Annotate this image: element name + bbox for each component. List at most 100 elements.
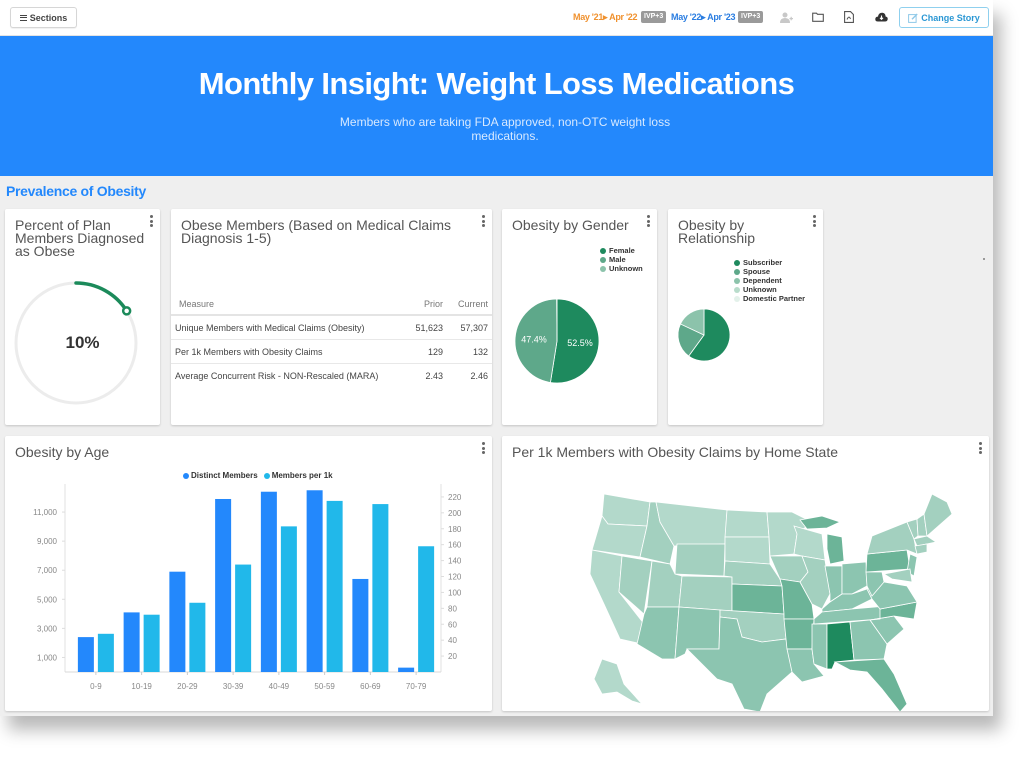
legend-label: Unknown xyxy=(609,264,643,273)
state-mi-up[interactable] xyxy=(799,515,842,530)
card-title: Percent of Plan Members Diagnosed as Obe… xyxy=(15,217,145,259)
legend-swatch xyxy=(734,259,740,266)
bar-members-per-1k[interactable] xyxy=(189,602,206,672)
prior-period-label[interactable]: May '21▸ Apr '22 xyxy=(573,12,638,22)
bar-members-per-1k[interactable] xyxy=(143,614,160,672)
legend-label: Members per 1k xyxy=(271,471,333,480)
bar-members-per-1k[interactable] xyxy=(280,526,297,672)
cloud-download-icon[interactable] xyxy=(874,10,888,24)
legend-item[interactable]: Unknown xyxy=(600,264,643,273)
x-tick-label: 70-79 xyxy=(406,682,427,691)
state-me[interactable] xyxy=(923,493,953,537)
state-nd[interactable] xyxy=(724,509,770,538)
state-az[interactable] xyxy=(636,606,680,660)
state-md[interactable] xyxy=(882,568,913,583)
table-row: Average Concurrent Risk - NON-Rescaled (… xyxy=(171,364,492,388)
bar-distinct-members[interactable] xyxy=(215,498,232,672)
change-story-button[interactable]: Change Story xyxy=(899,7,989,28)
bar-distinct-members[interactable] xyxy=(77,637,94,672)
card-title: Obesity by Relationship xyxy=(678,217,756,246)
bar-members-per-1k[interactable] xyxy=(326,500,343,672)
bar-distinct-members[interactable] xyxy=(169,571,186,672)
pdf-icon[interactable] xyxy=(842,10,856,24)
bar-members-per-1k[interactable] xyxy=(97,633,114,672)
more-options-icon[interactable] xyxy=(482,442,486,454)
x-tick-label: 20-29 xyxy=(177,682,198,691)
state-wy[interactable] xyxy=(674,543,726,577)
column-header-current[interactable]: Current xyxy=(457,299,488,309)
bar-distinct-members[interactable] xyxy=(123,612,140,672)
legend-item[interactable]: Male xyxy=(600,255,643,264)
pie-slice-female[interactable] xyxy=(549,298,600,384)
state-ga[interactable] xyxy=(849,619,888,661)
more-options-icon[interactable] xyxy=(482,215,486,227)
current-period-label[interactable]: May '22▸ Apr '23 xyxy=(671,12,736,22)
bar-members-per-1k[interactable] xyxy=(235,564,252,672)
state-ne[interactable] xyxy=(723,560,783,587)
more-options-icon[interactable] xyxy=(647,215,651,227)
bar-members-per-1k[interactable] xyxy=(418,546,435,672)
cell-current: 132 xyxy=(472,346,488,357)
state-mi[interactable] xyxy=(826,533,845,565)
state-sd[interactable] xyxy=(724,536,771,565)
x-tick-label: 30-39 xyxy=(223,682,244,691)
bar-distinct-members[interactable] xyxy=(398,667,415,672)
add-user-icon[interactable] xyxy=(779,10,793,24)
change-story-label: Change Story xyxy=(921,12,980,23)
legend-item[interactable]: Spouse xyxy=(734,267,805,276)
y-left-tick-label: 1,000 xyxy=(37,653,58,662)
bar-members-per-1k[interactable] xyxy=(372,504,389,672)
legend-item[interactable]: Domestic Partner xyxy=(734,294,805,303)
legend-item[interactable]: Members per 1k xyxy=(263,471,333,480)
legend-swatch xyxy=(734,277,740,284)
gender-legend: Female Male Unknown xyxy=(600,246,643,273)
legend-item[interactable]: Unknown xyxy=(734,285,805,294)
state-ms[interactable] xyxy=(811,623,828,670)
page-title: Monthly Insight: Weight Loss Medications xyxy=(198,66,795,101)
card-title: Obese Members (Based on Medical Claims D… xyxy=(181,217,451,246)
pie-slice-dependent[interactable] xyxy=(679,308,705,336)
state-ak[interactable] xyxy=(593,658,644,705)
cell-current: 57,307 xyxy=(460,322,488,333)
state-ct[interactable] xyxy=(914,543,928,555)
us-choropleth-map[interactable] xyxy=(502,436,989,711)
pie-slice-male[interactable] xyxy=(514,298,558,383)
bar-distinct-members[interactable] xyxy=(306,490,323,672)
folder-icon[interactable] xyxy=(811,10,825,24)
legend-item[interactable]: Distinct Members xyxy=(183,471,258,480)
more-options-icon[interactable] xyxy=(979,442,983,454)
state-ar[interactable] xyxy=(783,618,815,650)
legend-item[interactable]: Female xyxy=(600,246,643,255)
pie-slice-subscriber[interactable] xyxy=(688,308,731,362)
pie-data-label: 52.5% xyxy=(567,338,593,348)
legend-swatch xyxy=(183,472,189,479)
age-bar-chart-card: Obesity by Age Distinct Members Members … xyxy=(5,436,492,711)
legend-item[interactable]: Dependent xyxy=(734,276,805,285)
y-right-tick-label: 120 xyxy=(448,573,462,582)
gauge-progress-arc xyxy=(74,281,129,313)
more-options-icon[interactable] xyxy=(813,215,817,227)
state-wi[interactable] xyxy=(793,525,826,561)
state-wv[interactable] xyxy=(865,571,885,597)
sections-button[interactable]: Sections xyxy=(10,7,77,28)
state-wa[interactable] xyxy=(601,493,651,527)
state-ma[interactable] xyxy=(913,535,938,547)
state-fl[interactable] xyxy=(833,658,908,711)
legend-item[interactable]: Subscriber xyxy=(734,258,805,267)
bar-distinct-members[interactable] xyxy=(260,491,277,672)
more-options-icon[interactable] xyxy=(150,215,154,227)
prior-period-badge: IVP+3 xyxy=(641,11,667,23)
bar-distinct-members[interactable] xyxy=(352,578,369,672)
column-header-measure[interactable]: Measure xyxy=(179,299,215,309)
cell-measure: Average Concurrent Risk - NON-Rescaled (… xyxy=(175,371,379,381)
legend-swatch xyxy=(263,472,270,479)
state-tx[interactable] xyxy=(686,616,793,711)
legend-label: Distinct Members xyxy=(191,471,258,480)
column-header-prior[interactable]: Prior xyxy=(423,299,443,309)
legend-label: Subscriber xyxy=(743,258,783,267)
state-co[interactable] xyxy=(678,575,733,612)
state-oh[interactable] xyxy=(841,561,868,595)
y-right-tick-label: 180 xyxy=(448,525,462,534)
cell-current: 2.46 xyxy=(470,371,488,381)
state-ks[interactable] xyxy=(731,583,785,615)
